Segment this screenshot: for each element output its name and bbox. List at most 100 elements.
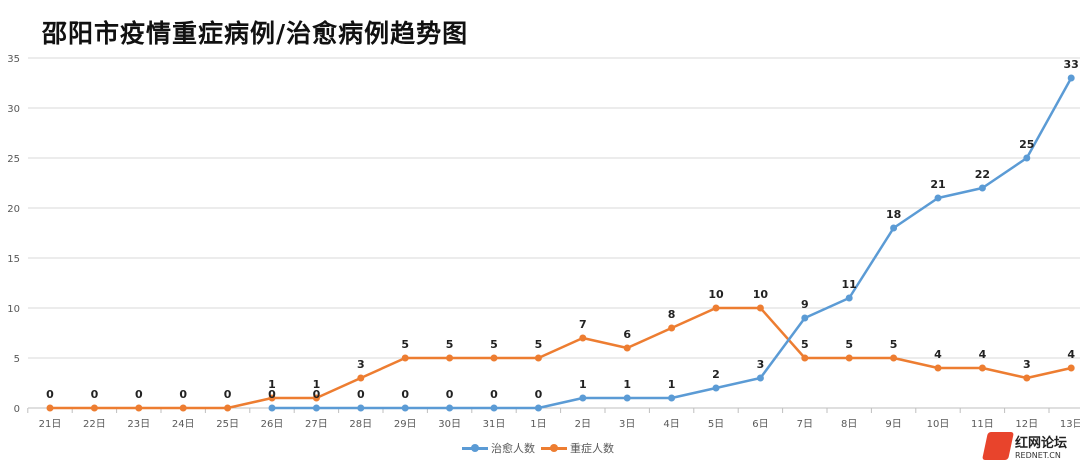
data-label: 9 xyxy=(801,298,809,311)
y-tick-label: 35 xyxy=(7,54,20,65)
chart-title: 邵阳市疫情重症病例/治愈病例趋势图 xyxy=(42,19,469,48)
data-point xyxy=(934,194,942,202)
data-point xyxy=(1067,74,1075,82)
data-point xyxy=(712,384,720,392)
data-point xyxy=(268,394,276,402)
data-label: 5 xyxy=(535,338,543,351)
y-tick-label: 15 xyxy=(7,254,20,265)
data-point xyxy=(756,304,764,312)
x-tick-label: 4日 xyxy=(663,419,679,430)
data-point xyxy=(357,374,365,382)
data-label: 5 xyxy=(401,338,409,351)
data-label: 22 xyxy=(975,168,990,181)
x-tick-label: 9日 xyxy=(885,419,901,430)
data-point xyxy=(534,404,542,412)
legend-item-severe: 重症人数 xyxy=(541,440,614,456)
data-point xyxy=(1067,364,1075,372)
y-tick-label: 25 xyxy=(7,154,20,165)
data-label: 11 xyxy=(842,278,857,291)
x-tick-label: 31日 xyxy=(483,419,506,430)
legend: 治愈人数 重症人数 xyxy=(462,440,614,456)
data-point xyxy=(756,374,764,382)
legend-marker-cured xyxy=(462,443,488,452)
data-label: 0 xyxy=(535,388,543,401)
data-point xyxy=(1023,374,1031,382)
data-point xyxy=(712,304,720,312)
x-tick-label: 8日 xyxy=(841,419,857,430)
data-point xyxy=(845,354,853,362)
y-tick-label: 10 xyxy=(7,304,20,315)
data-label: 0 xyxy=(401,388,409,401)
data-label: 5 xyxy=(446,338,454,351)
data-label: 2 xyxy=(712,368,720,381)
data-point xyxy=(668,324,676,332)
legend-marker-severe xyxy=(541,443,567,452)
data-point xyxy=(357,404,365,412)
data-point xyxy=(90,404,98,412)
x-tick-label: 7日 xyxy=(797,419,813,430)
x-tick-label: 10日 xyxy=(927,419,950,430)
watermark-domain: REDNET.CN xyxy=(1015,451,1061,460)
data-point xyxy=(401,404,409,412)
legend-item-cured: 治愈人数 xyxy=(462,440,535,456)
data-label: 0 xyxy=(135,388,143,401)
data-point xyxy=(179,404,187,412)
data-point xyxy=(534,354,542,362)
data-point xyxy=(224,404,232,412)
data-label: 5 xyxy=(845,338,853,351)
data-label: 18 xyxy=(886,208,901,221)
data-label: 8 xyxy=(668,308,676,321)
data-label: 1 xyxy=(313,378,321,391)
data-label: 5 xyxy=(490,338,498,351)
data-label: 3 xyxy=(1023,358,1031,371)
x-tick-label: 24日 xyxy=(172,419,195,430)
data-point xyxy=(890,224,898,232)
data-point xyxy=(268,404,276,412)
data-label: 3 xyxy=(357,358,365,371)
data-label: 1 xyxy=(623,378,631,391)
y-tick-label: 0 xyxy=(14,404,20,415)
x-tick-label: 23日 xyxy=(127,419,150,430)
series-line-1 xyxy=(50,306,1072,410)
x-tick-label: 12日 xyxy=(1015,419,1038,430)
data-point xyxy=(845,294,853,302)
x-tick-label: 27日 xyxy=(305,419,328,430)
data-label: 21 xyxy=(930,178,945,191)
data-point xyxy=(312,404,320,412)
data-label: 25 xyxy=(1019,138,1034,151)
data-point xyxy=(801,314,809,322)
data-point xyxy=(46,404,54,412)
data-label: 3 xyxy=(757,358,765,371)
legend-label: 重症人数 xyxy=(570,442,614,455)
legend-label: 治愈人数 xyxy=(491,442,535,455)
data-point xyxy=(490,354,498,362)
data-label: 4 xyxy=(979,348,987,361)
data-label: 0 xyxy=(313,388,321,401)
data-label: 5 xyxy=(801,338,809,351)
data-label: 4 xyxy=(934,348,942,361)
data-point xyxy=(934,364,942,372)
data-point xyxy=(978,364,986,372)
x-tick-label: 13日 xyxy=(1060,419,1080,430)
data-point xyxy=(801,354,809,362)
x-tick-label: 30日 xyxy=(438,419,461,430)
data-point xyxy=(579,334,587,342)
x-tick-label: 28日 xyxy=(349,419,372,430)
data-label: 10 xyxy=(753,288,769,301)
data-point xyxy=(623,394,631,402)
data-label: 6 xyxy=(623,328,631,341)
x-tick-label: 2日 xyxy=(575,419,591,430)
data-point xyxy=(978,184,986,192)
data-label: 0 xyxy=(91,388,99,401)
data-label: 0 xyxy=(357,388,365,401)
x-tick-label: 22日 xyxy=(83,419,106,430)
data-label: 0 xyxy=(179,388,187,401)
data-label: 1 xyxy=(579,378,587,391)
data-label: 0 xyxy=(446,388,454,401)
rednet-logo-icon xyxy=(982,432,1014,460)
data-point xyxy=(135,404,143,412)
data-point xyxy=(401,354,409,362)
x-tick-label: 11日 xyxy=(971,419,994,430)
